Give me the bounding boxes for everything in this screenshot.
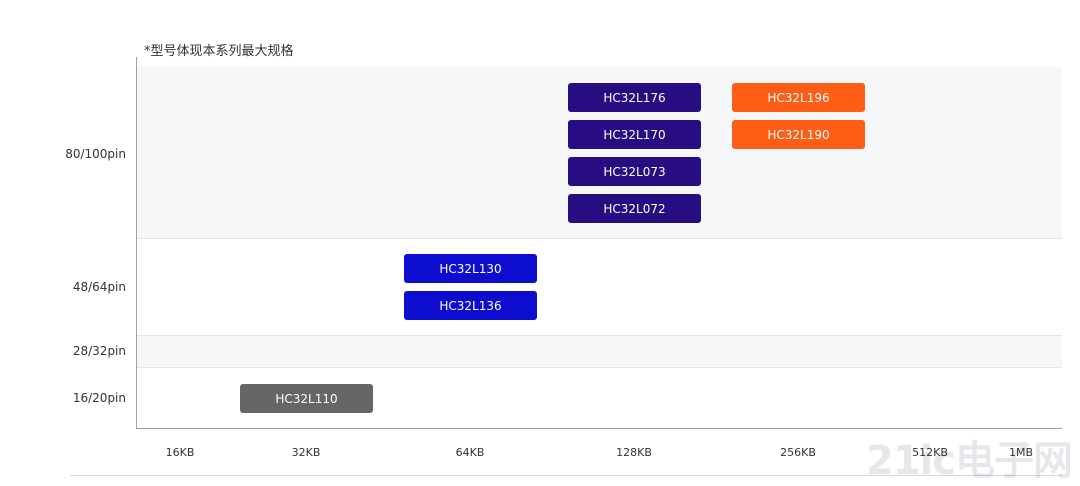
bottom-rule [70, 475, 1062, 476]
product-chip-hc32l072: HC32L072 [568, 194, 701, 223]
product-chip-hc32l136: HC32L136 [404, 291, 537, 320]
x-tick-label: 256KB [780, 446, 816, 459]
y-tick-label: 80/100pin [65, 147, 126, 161]
x-tick-label: 64KB [455, 446, 485, 459]
row-band-48-64pin [137, 239, 1062, 335]
spec-note: *型号体现本系列最大规格 [144, 44, 294, 59]
y-tick-label: 48/64pin [72, 280, 126, 294]
row-band-28-32pin [137, 336, 1062, 367]
x-tick-label: 16KB [165, 446, 195, 459]
y-tick-label: 16/20pin [72, 391, 126, 405]
row-divider [137, 367, 1062, 368]
product-chip-hc32l176: HC32L176 [568, 83, 701, 112]
x-tick-label: 512KB [912, 446, 948, 459]
x-tick-label: 32KB [291, 446, 321, 459]
y-axis-line [136, 57, 137, 428]
x-tick-label: 128KB [616, 446, 652, 459]
watermark-logo: 21ic电子网 [865, 438, 1073, 484]
row-divider [137, 238, 1062, 239]
y-tick-label: 28/32pin [72, 344, 126, 358]
product-chip-hc32l073: HC32L073 [568, 157, 701, 186]
product-chip-hc32l190: HC32L190 [732, 120, 865, 149]
product-chip-hc32l110: HC32L110 [240, 384, 373, 413]
product-chip-hc32l130: HC32L130 [404, 254, 537, 283]
row-divider [137, 335, 1062, 336]
x-axis-line [136, 428, 1062, 429]
product-chip-hc32l170: HC32L170 [568, 120, 701, 149]
product-chip-hc32l196: HC32L196 [732, 83, 865, 112]
x-tick-label: 1MB [1008, 446, 1034, 459]
